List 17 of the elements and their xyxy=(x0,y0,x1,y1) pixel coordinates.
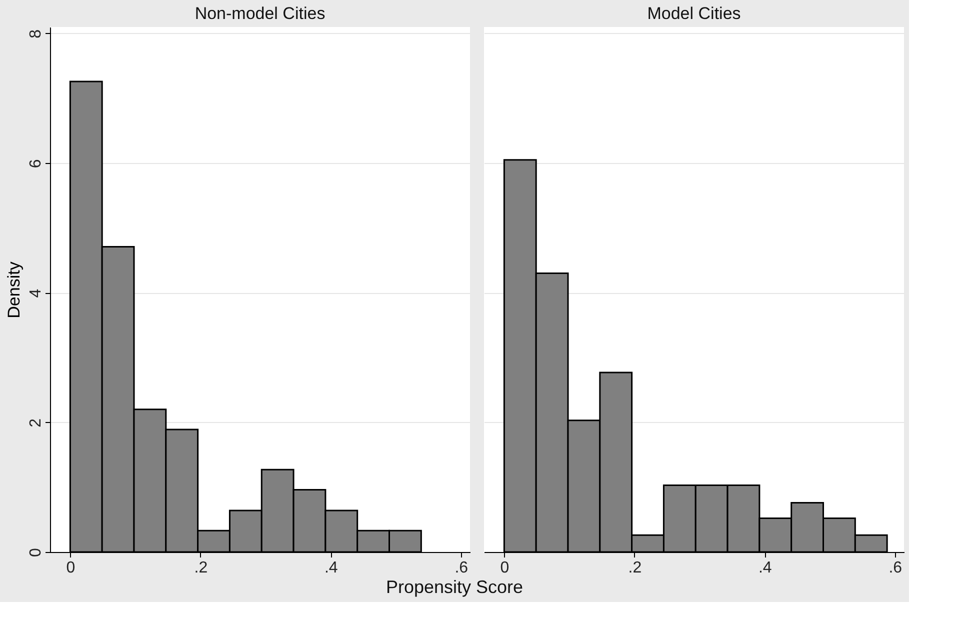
x-tick-label: .4 xyxy=(758,560,772,576)
x-tick-label: 0 xyxy=(500,560,510,576)
x-tick-label: .2 xyxy=(194,560,208,576)
x-tick-label: .6 xyxy=(454,560,468,576)
x-tick-label: .2 xyxy=(628,560,642,576)
x-tick-label: .6 xyxy=(888,560,902,576)
y-axis-title: Density xyxy=(4,261,24,318)
chart-title: Model Cities xyxy=(647,4,741,23)
x-axis-title: Propensity Score xyxy=(386,577,524,597)
y-tick-label: 4 xyxy=(28,288,44,298)
y-tick-label: 6 xyxy=(28,159,44,168)
x-tick-label: .4 xyxy=(324,560,338,576)
chart-title: Non-model Cities xyxy=(194,4,326,23)
y-tick-label: 0 xyxy=(28,548,44,557)
y-tick-label: 8 xyxy=(28,29,44,38)
x-tick-label: 0 xyxy=(66,560,76,576)
y-tick-label: 2 xyxy=(28,418,44,428)
